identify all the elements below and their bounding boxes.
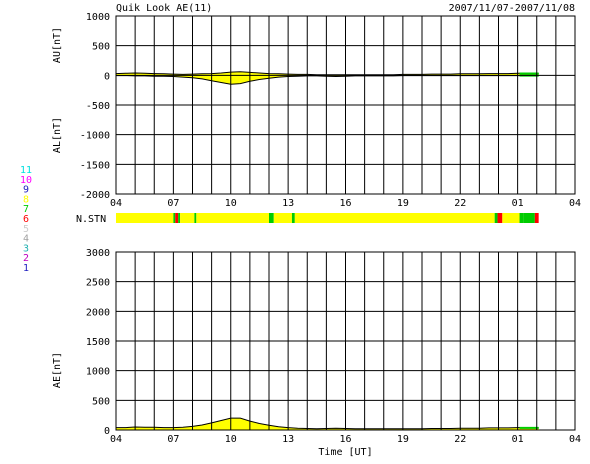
- stn-segment: [494, 213, 498, 223]
- au-al-ytick-label: -1000: [80, 131, 110, 142]
- ae-ae-area: [116, 418, 539, 430]
- stn-level-7: 7: [23, 204, 29, 215]
- ae-xtick-label: 04: [569, 434, 581, 445]
- au-al-xtick-label: 04: [110, 198, 122, 209]
- stn-segment: [519, 213, 524, 223]
- ae-xtick-label: 19: [397, 434, 409, 445]
- au-al-ytick-label: 0: [104, 71, 110, 82]
- stn-segment: [523, 213, 535, 223]
- stn-level-9: 9: [23, 185, 29, 196]
- chart-title: Quik Look AE(11): [116, 3, 212, 14]
- stn-segment: [502, 213, 520, 223]
- au-al-xtick-label: 07: [167, 198, 179, 209]
- ae-ylabel: AE[nT]: [52, 352, 63, 388]
- au-al-xtick-label: 01: [512, 198, 524, 209]
- stn-label: N.STN: [76, 214, 106, 225]
- ae-xlabel: Time [UT]: [318, 447, 372, 458]
- stn-level-11: 11: [20, 165, 32, 176]
- stn-segment: [196, 213, 269, 223]
- n-stn-panel: N.STN: [76, 213, 575, 225]
- ae-ytick-label: 500: [92, 396, 110, 407]
- stn-level-1: 1: [23, 263, 29, 274]
- ae-xtick-label: 10: [225, 434, 237, 445]
- au-al-ytick-label: -2000: [80, 190, 110, 201]
- ae-xtick-label: 13: [282, 434, 294, 445]
- au-al-ytick-label: 500: [92, 42, 110, 53]
- ae-xtick-label: 16: [339, 434, 351, 445]
- stn-level-10: 10: [20, 175, 32, 186]
- al-ylabel: AL[nT]: [52, 117, 63, 153]
- stn-segment: [291, 213, 295, 223]
- stn-level-6: 6: [23, 214, 29, 225]
- ae-ytick-label: 3000: [86, 248, 110, 259]
- au-al-au-line: [115, 71, 539, 76]
- ae-ytick-label: 1000: [86, 367, 110, 378]
- ae-ytick-label: 2500: [86, 278, 110, 289]
- au-al-xtick-label: 10: [225, 198, 237, 209]
- stn-segment: [178, 213, 181, 223]
- ae-ae-line: [116, 417, 539, 430]
- stn-segment: [173, 213, 176, 223]
- au-al-ytick-label: -1500: [80, 160, 110, 171]
- au-al-frame: [115, 15, 576, 195]
- stn-segment: [116, 213, 174, 223]
- stn-segment: [180, 213, 195, 223]
- stn-segment: [294, 213, 495, 223]
- ae-xtick-label: 07: [167, 434, 179, 445]
- au-al-ytick-label: -500: [86, 101, 110, 112]
- au-al-ytick-label: 1000: [86, 12, 110, 23]
- stn-level-3: 3: [23, 243, 29, 254]
- stn-segment: [194, 213, 197, 223]
- ae-xtick-label: 01: [512, 434, 524, 445]
- ae-xtick-label: 04: [110, 434, 122, 445]
- stn-segment: [175, 213, 179, 223]
- au-al-al-area: [116, 75, 539, 85]
- ae-ytick-label: 0: [104, 426, 110, 437]
- au-al-xtick-label: 16: [339, 198, 351, 209]
- ae-frame: [115, 251, 576, 431]
- stn-level-2: 2: [23, 253, 29, 264]
- au-ylabel: AU[nT]: [52, 27, 63, 63]
- ae-xtick-label: 22: [454, 434, 466, 445]
- au-al-xtick-label: 04: [569, 198, 581, 209]
- date-range: 2007/11/07-2007/11/08: [449, 3, 575, 14]
- au-al-xtick-label: 13: [282, 198, 294, 209]
- ae-ytick-label: 2000: [86, 307, 110, 318]
- stn-segment: [534, 213, 539, 223]
- stn-level-8: 8: [23, 194, 29, 205]
- stn-segment: [273, 213, 292, 223]
- stn-level-4: 4: [23, 234, 29, 245]
- ae-ytick-label: 1500: [86, 337, 110, 348]
- stn-segment: [269, 213, 274, 223]
- stn-level-5: 5: [23, 224, 29, 235]
- au-al-al-line: [116, 75, 539, 85]
- stn-segment: [497, 213, 503, 223]
- au-al-xtick-label: 19: [397, 198, 409, 209]
- au-al-xtick-label: 22: [454, 198, 466, 209]
